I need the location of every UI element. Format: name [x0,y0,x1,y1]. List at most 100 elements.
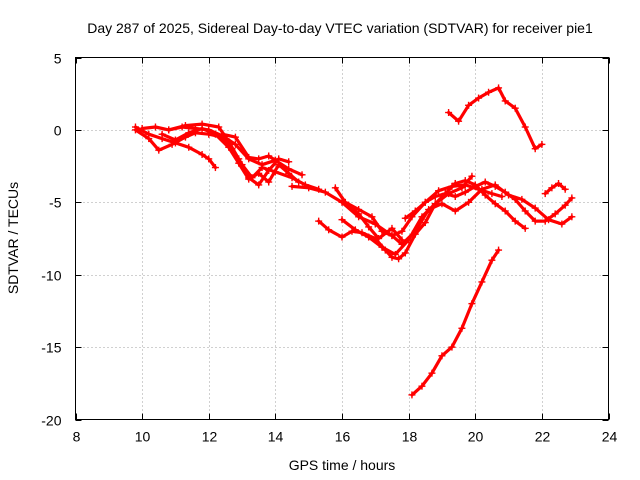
data-point [138,124,146,132]
data-point [431,193,439,201]
data-point [145,135,153,143]
data-point [265,166,273,174]
data-point [531,204,539,212]
y-tick-label: -10 [41,268,61,284]
data-point [265,178,273,186]
data-point [398,227,406,235]
data-point [495,246,503,254]
data-point [225,137,233,145]
data-point [198,120,206,128]
data-point [468,172,476,180]
data-point [168,140,176,148]
series-sat-f [218,130,279,164]
series-sat-p [541,179,569,198]
data-point [568,194,576,202]
data-point [185,129,193,137]
data-point [501,207,509,215]
y-tick-label: -5 [49,195,62,211]
x-tick-label: 20 [468,429,484,445]
data-point [481,191,489,199]
data-point [451,207,459,215]
data-point [391,250,399,258]
data-point [375,235,383,242]
data-point [231,133,239,141]
data-point [561,201,569,209]
data-point [388,224,396,232]
data-point [285,158,293,166]
data-point [345,201,353,209]
data-point [211,164,219,172]
y-axis-label: SDTVAR / TECUs [5,182,21,294]
data-point [388,232,396,240]
data-point [321,188,329,196]
data-point [511,104,519,112]
series-sat-d [158,124,303,186]
data-point [418,382,426,390]
data-point [511,195,519,203]
x-tick-label: 24 [602,429,618,445]
data-point [231,140,239,148]
data-point [411,207,419,215]
y-tick-label: -20 [41,413,61,429]
data-point [211,130,219,138]
data-point [368,213,376,221]
data-point [561,185,569,193]
data-point [441,190,449,198]
data-point [185,143,193,151]
data-point [245,174,253,182]
data-point [235,155,243,163]
data-point [541,217,549,225]
data-point [245,153,253,161]
data-point [355,210,363,218]
x-tick-label: 14 [268,429,284,445]
data-point [305,184,313,192]
data-point [548,184,556,192]
data-point [255,169,263,177]
data-point [495,84,503,92]
series-trace [410,248,501,397]
data-point [465,198,473,206]
data-point [438,200,446,208]
data-point [471,181,479,189]
axis-ticks [75,57,610,421]
data-point [488,190,496,198]
y-tick-label: -15 [41,340,61,356]
data-point [551,210,559,218]
x-tick-label: 10 [135,429,151,445]
data-point [421,219,429,227]
x-axis-label: GPS time / hours [289,457,396,473]
data-point [155,146,163,154]
data-point [271,156,279,164]
data-point [538,140,546,148]
data-point [488,256,496,264]
data-point [485,88,493,96]
data-point [285,169,293,177]
data-point [275,155,283,163]
data-point [451,179,459,187]
data-point [451,193,459,201]
data-point [491,182,499,190]
data-point [255,181,263,189]
data-point [298,171,306,179]
series-sat-n [445,84,546,153]
data-point [521,123,529,131]
data-point [431,200,439,208]
data-point [461,177,469,185]
data-point [365,223,373,231]
data-point [558,220,566,228]
data-point [338,216,346,224]
x-tick-label: 22 [535,429,551,445]
data-point [435,187,443,195]
data-point [325,226,333,234]
x-tick-label: 16 [335,429,351,445]
data-point [215,123,223,131]
tick-labels: 8 10 12 14 16 18 20 22 24 5 0 -5 -10 -15 -20 [41,51,617,445]
data-point [401,249,409,257]
data-point [421,198,429,206]
data-point [531,145,539,153]
data-point [378,243,386,251]
data-point [405,236,413,244]
data-point [458,184,466,192]
data-point [478,278,486,286]
data-point [428,369,436,377]
